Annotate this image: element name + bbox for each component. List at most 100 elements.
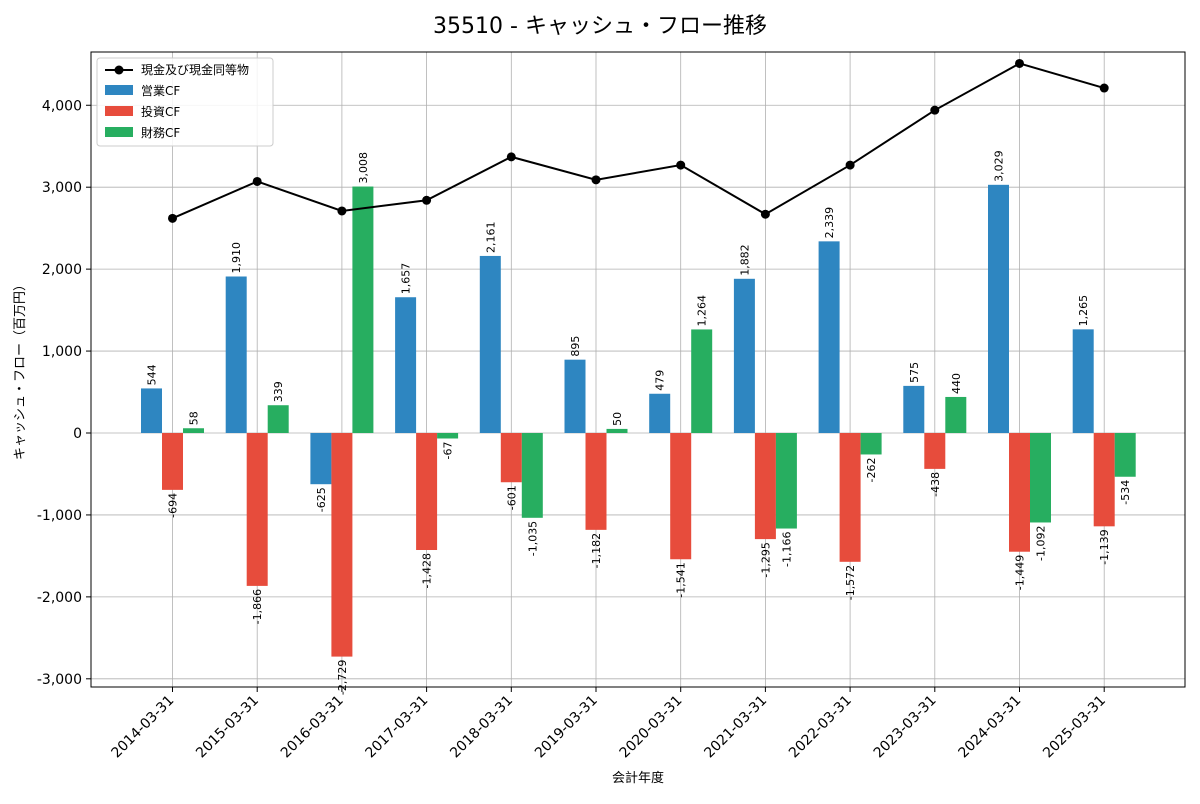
bar-2-2024-03-31: [1030, 433, 1051, 523]
y-tick-label: 0: [73, 426, 82, 442]
bar-0-2015-03-31: [225, 276, 247, 433]
legend: 現金及び現金同等物 営業CF 投資CF 財務CF: [96, 57, 274, 147]
bar-0-2021-03-31: [733, 278, 755, 433]
x-tick-label: 2014-03-31: [108, 693, 177, 762]
bar-value-label: -262: [865, 457, 878, 482]
bar-0-2019-03-31: [564, 359, 586, 433]
cash-point: [506, 152, 516, 162]
bar-0-2018-03-31: [479, 255, 501, 433]
bar-value-label: -1,866: [251, 589, 264, 624]
x-tick-label: 2016-03-31: [278, 693, 347, 762]
bar-2-2023-03-31: [945, 396, 967, 433]
bar-value-label: -694: [167, 493, 180, 518]
bar-value-label: 3,029: [993, 150, 1006, 182]
cash-point: [591, 175, 601, 185]
bar-value-label: 479: [654, 370, 667, 391]
bar-value-label: -1,092: [1035, 525, 1048, 560]
bar-0-2017-03-31: [395, 297, 417, 433]
bar-0-2016-03-31: [310, 433, 332, 485]
bar-value-label: -438: [929, 472, 942, 497]
bar-2-2021-03-31: [775, 433, 797, 529]
bar-2-2015-03-31: [267, 405, 289, 433]
x-tick-label: 2024-03-31: [955, 693, 1024, 762]
x-tick-label: 2021-03-31: [701, 693, 770, 762]
bar-value-label: 58: [188, 411, 201, 425]
bar-1-2025-03-31: [1093, 433, 1115, 527]
bar-2-2020-03-31: [691, 329, 713, 433]
bar-value-label: -625: [315, 487, 328, 512]
bar-1-2014-03-31: [162, 433, 183, 490]
bar-1-2016-03-31: [331, 433, 353, 657]
legend-box: [96, 57, 274, 147]
bar-value-label: 1,265: [1077, 295, 1090, 327]
bar-1-2017-03-31: [416, 433, 438, 551]
bar-value-label: 1,657: [400, 263, 413, 295]
y-axis-label: キャッシュ・フロー（百万円）: [13, 278, 28, 460]
bar-value-label: 50: [611, 412, 624, 426]
bar-value-label: -1,295: [759, 542, 772, 577]
cash-point: [1099, 83, 1109, 93]
cash-point: [422, 195, 432, 205]
line-layer: [168, 58, 1109, 223]
x-tick-label: 2019-03-31: [532, 693, 601, 762]
legend-swatch-investing: [105, 106, 133, 116]
bar-value-label: -1,139: [1098, 529, 1111, 564]
bar-2-2022-03-31: [860, 433, 882, 455]
y-tick-label: 1,000: [42, 344, 82, 360]
x-tick-label: 2015-03-31: [193, 693, 262, 762]
bar-0-2024-03-31: [988, 184, 1009, 433]
cash-point: [760, 209, 770, 219]
bar-value-label: -601: [505, 485, 518, 510]
plot-frame: [90, 51, 1186, 688]
bar-layer: [141, 184, 1136, 657]
legend-label-financing: 財務CF: [141, 125, 180, 140]
bar-value-label: 1,264: [696, 295, 709, 327]
bar-2-2019-03-31: [606, 428, 628, 433]
legend-label-cash: 現金及び現金同等物: [141, 62, 249, 77]
cash-point: [676, 160, 686, 170]
y-tick-label: -3,000: [37, 672, 82, 688]
grid-layer: [91, 52, 1185, 687]
bar-1-2022-03-31: [839, 433, 861, 562]
bar-value-label: 339: [272, 381, 285, 402]
chart-title: 35510 - キャッシュ・フロー推移: [433, 14, 767, 39]
bar-2-2016-03-31: [352, 186, 374, 433]
bar-value-label: -67: [442, 441, 455, 459]
cash-equivalents-line: [172, 62, 1105, 220]
bar-value-label: -2,729: [336, 660, 349, 695]
label-layer: 544 1,910 -625 1,657 2,161 895 479 1,882 2,339 57…: [146, 150, 1133, 695]
bar-0-2020-03-31: [649, 393, 671, 433]
cash-point: [252, 176, 262, 186]
y-tick-label: -2,000: [37, 590, 82, 606]
bar-1-2023-03-31: [924, 433, 946, 469]
bar-value-label: 1,910: [230, 242, 243, 274]
cash-point: [930, 105, 940, 115]
bar-value-label: -1,166: [780, 532, 793, 567]
bar-value-label: 3,008: [357, 152, 370, 184]
x-tick-label: 2018-03-31: [447, 693, 516, 762]
x-tick-label: 2025-03-31: [1040, 693, 1109, 762]
x-tick-label: 2017-03-31: [363, 693, 432, 762]
bar-value-label: 2,339: [823, 207, 836, 239]
y-tick-label: -1,000: [37, 508, 82, 524]
bar-value-label: -1,541: [675, 562, 688, 597]
bar-2-2014-03-31: [183, 428, 204, 433]
bar-value-label: -1,572: [844, 565, 857, 600]
bar-value-label: -1,449: [1014, 555, 1027, 590]
bar-value-label: 2,161: [484, 221, 497, 253]
x-tick-label: 2022-03-31: [786, 693, 855, 762]
bar-1-2015-03-31: [246, 433, 268, 586]
bar-value-label: 1,882: [738, 244, 751, 276]
bar-1-2020-03-31: [670, 433, 692, 560]
bar-0-2023-03-31: [903, 385, 925, 433]
x-tick-label: 2020-03-31: [617, 693, 686, 762]
bar-1-2021-03-31: [754, 433, 776, 540]
legend-cash-dot: [114, 65, 124, 75]
legend-swatch-operating: [105, 85, 133, 95]
bar-value-label: -534: [1119, 480, 1132, 505]
bar-value-label: 895: [569, 336, 582, 357]
bar-2-2018-03-31: [521, 433, 543, 518]
bar-value-label: 440: [950, 373, 963, 394]
legend-label-operating: 営業CF: [141, 84, 180, 98]
bar-1-2024-03-31: [1009, 433, 1030, 552]
